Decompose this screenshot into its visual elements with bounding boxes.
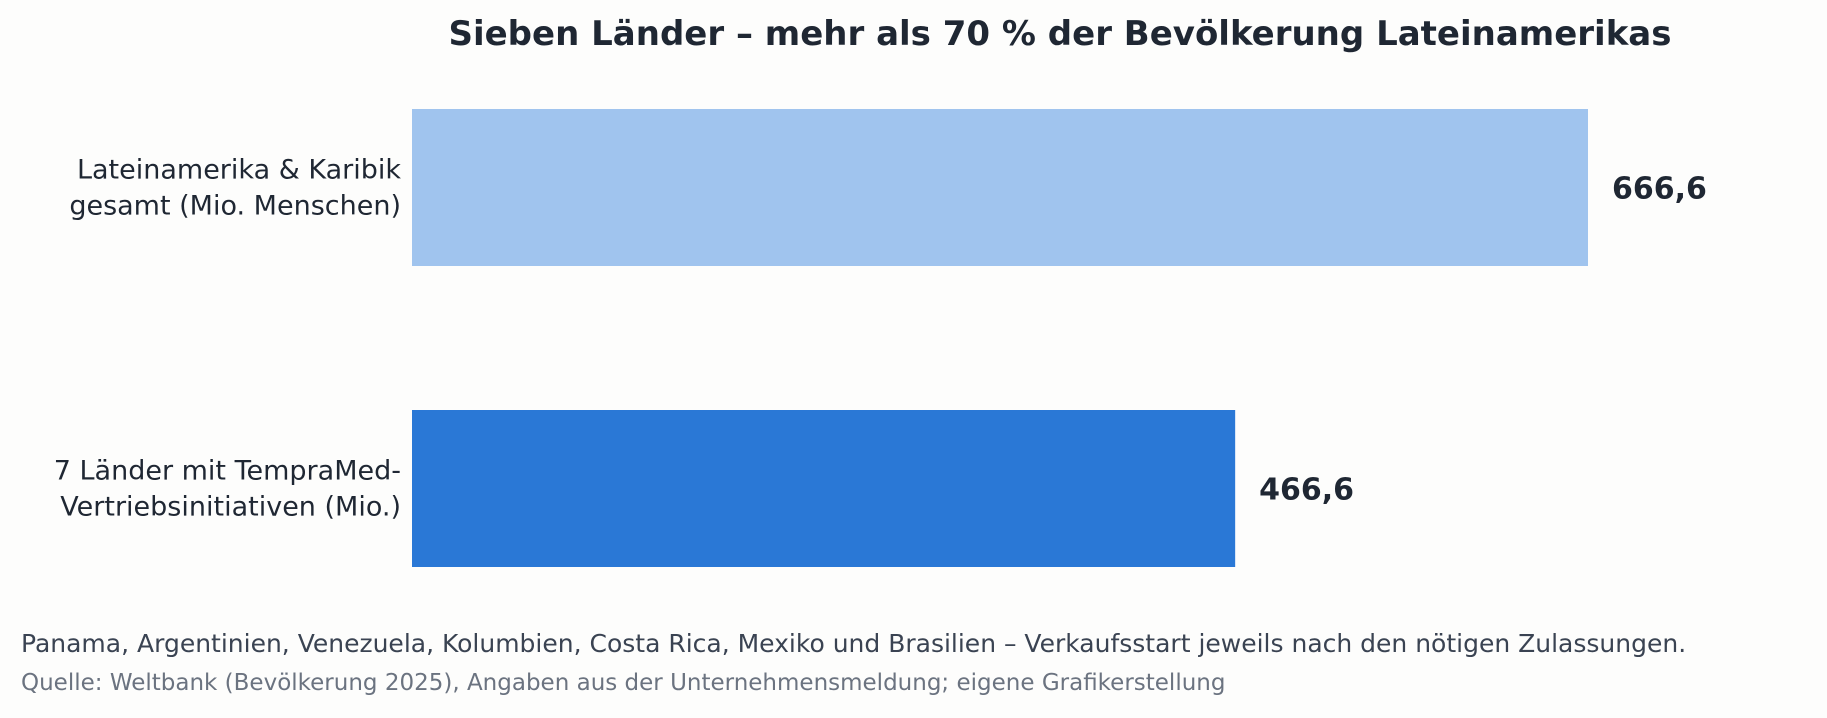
bar-1 bbox=[412, 109, 1588, 266]
bar-2 bbox=[412, 410, 1236, 567]
source-note: Quelle: Weltbank (Bevölkerung 2025), Ang… bbox=[21, 670, 1226, 696]
category-label-line: Lateinamerika & Karibik bbox=[77, 155, 401, 186]
value-label-1: 666,6 bbox=[1612, 172, 1707, 207]
value-label-2: 466,6 bbox=[1259, 473, 1354, 508]
category-label-1: Lateinamerika & Karibik gesamt (Mio. Mens… bbox=[69, 155, 401, 222]
bar-chart: Sieben Länder – mehr als 70 % der Bevölk… bbox=[54, 14, 1707, 567]
chart-title: Sieben Länder – mehr als 70 % der Bevölk… bbox=[448, 14, 1671, 54]
category-label-2: 7 Länder mit TempraMed- Vertriebsinitiati… bbox=[54, 456, 401, 523]
bars-group: 666,6 Lateinamerika & Karibik gesamt (Mio.… bbox=[54, 109, 1707, 567]
category-label-line: gesamt (Mio. Menschen) bbox=[69, 191, 401, 222]
category-label-line: 7 Länder mit TempraMed- bbox=[54, 456, 401, 487]
footnote: Panama, Argentinien, Venezuela, Kolumbie… bbox=[21, 629, 1687, 658]
category-label-line: Vertriebsinitiativen (Mio.) bbox=[60, 492, 401, 523]
